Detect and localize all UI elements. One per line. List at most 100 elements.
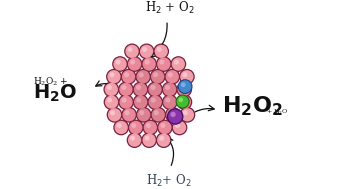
Circle shape: [147, 94, 163, 110]
Circle shape: [153, 43, 169, 59]
Circle shape: [160, 123, 166, 128]
Circle shape: [157, 120, 173, 135]
Circle shape: [167, 108, 183, 125]
Circle shape: [176, 94, 192, 110]
Circle shape: [150, 69, 166, 85]
Circle shape: [166, 70, 179, 83]
Circle shape: [114, 57, 127, 71]
Circle shape: [128, 47, 133, 52]
Circle shape: [107, 107, 122, 123]
Circle shape: [136, 107, 152, 123]
Circle shape: [150, 107, 166, 123]
Circle shape: [134, 95, 147, 109]
Circle shape: [133, 81, 148, 97]
Circle shape: [148, 83, 162, 96]
Circle shape: [133, 94, 148, 110]
Circle shape: [183, 110, 188, 115]
Circle shape: [156, 132, 172, 148]
Text: H$_2$+ O$_2$: H$_2$+ O$_2$: [146, 173, 192, 189]
Circle shape: [108, 108, 121, 121]
Circle shape: [113, 120, 129, 135]
Circle shape: [143, 57, 156, 71]
Circle shape: [115, 121, 128, 134]
Circle shape: [105, 95, 118, 109]
Circle shape: [110, 110, 115, 115]
Circle shape: [121, 107, 137, 123]
Circle shape: [128, 134, 141, 147]
Circle shape: [165, 107, 181, 123]
Circle shape: [181, 82, 186, 87]
Circle shape: [179, 69, 195, 85]
Circle shape: [146, 123, 151, 128]
Circle shape: [122, 70, 135, 83]
Circle shape: [130, 60, 135, 65]
Circle shape: [140, 45, 153, 58]
Circle shape: [172, 57, 185, 71]
Circle shape: [103, 81, 119, 97]
Circle shape: [177, 79, 193, 94]
Circle shape: [162, 81, 177, 97]
Circle shape: [172, 120, 187, 135]
Text: $\mathbf{H_2O}$: $\mathbf{H_2O}$: [33, 83, 78, 104]
Circle shape: [182, 72, 187, 77]
Circle shape: [145, 136, 150, 141]
Circle shape: [131, 123, 136, 128]
Circle shape: [163, 83, 176, 96]
Circle shape: [166, 108, 180, 121]
Circle shape: [165, 98, 170, 103]
Circle shape: [105, 83, 118, 96]
Circle shape: [151, 70, 164, 83]
Circle shape: [175, 123, 180, 128]
Circle shape: [177, 96, 188, 108]
Circle shape: [119, 83, 132, 96]
Circle shape: [109, 72, 115, 77]
Circle shape: [139, 72, 144, 77]
Circle shape: [112, 56, 128, 72]
Circle shape: [143, 120, 158, 135]
Circle shape: [157, 134, 170, 147]
Circle shape: [118, 81, 134, 97]
Circle shape: [124, 110, 130, 115]
Circle shape: [158, 121, 172, 134]
Circle shape: [174, 60, 179, 65]
Text: $\mathbf{H_2O_2}$: $\mathbf{H_2O_2}$: [222, 95, 282, 118]
Text: $\mathregular{^{+\ H_2O}}$: $\mathregular{^{+\ H_2O}}$: [266, 109, 289, 118]
Circle shape: [157, 47, 162, 52]
Circle shape: [170, 56, 186, 72]
Circle shape: [173, 121, 186, 134]
Circle shape: [139, 110, 144, 115]
Circle shape: [179, 80, 192, 93]
Circle shape: [107, 70, 121, 83]
Circle shape: [104, 94, 119, 110]
Circle shape: [144, 121, 157, 134]
Circle shape: [136, 98, 141, 103]
Circle shape: [149, 95, 162, 109]
Circle shape: [159, 60, 164, 65]
Circle shape: [119, 95, 133, 109]
Circle shape: [141, 132, 157, 148]
Circle shape: [106, 69, 122, 85]
Circle shape: [126, 45, 139, 58]
Circle shape: [127, 132, 142, 148]
Text: $\mathregular{H_2O_2}$ +: $\mathregular{H_2O_2}$ +: [33, 75, 69, 88]
Circle shape: [175, 94, 190, 109]
Circle shape: [116, 60, 121, 65]
Circle shape: [165, 69, 180, 85]
Circle shape: [154, 110, 159, 115]
Circle shape: [122, 108, 136, 121]
Circle shape: [168, 109, 182, 123]
Circle shape: [121, 69, 136, 85]
Circle shape: [107, 85, 112, 90]
Circle shape: [128, 57, 141, 71]
Circle shape: [139, 43, 155, 59]
Circle shape: [168, 110, 173, 115]
Circle shape: [129, 121, 142, 134]
Circle shape: [150, 85, 156, 90]
Circle shape: [128, 120, 144, 135]
Circle shape: [159, 136, 164, 141]
Circle shape: [177, 83, 191, 96]
Circle shape: [127, 56, 143, 72]
Circle shape: [135, 69, 151, 85]
Circle shape: [180, 98, 185, 103]
Circle shape: [147, 81, 163, 97]
